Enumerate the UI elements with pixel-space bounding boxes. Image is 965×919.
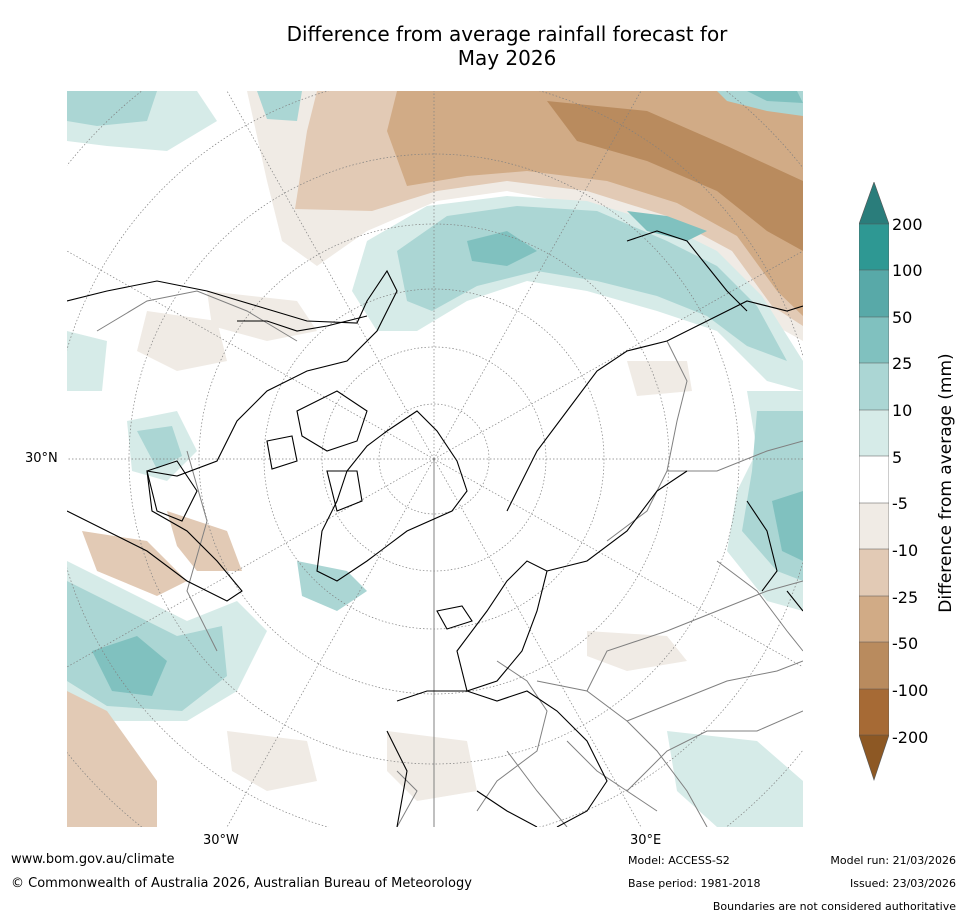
colorbar-tick-neg25: -25 <box>892 588 919 607</box>
anomaly-shading <box>67 91 803 827</box>
colorbar-tick-neg200: -200 <box>892 728 929 747</box>
colorbar-band-5 <box>859 410 889 456</box>
colorbar-tick-25: 25 <box>892 354 913 373</box>
colorbar-band-8 <box>859 549 889 596</box>
colorbar-band-9 <box>859 596 889 642</box>
map-svg <box>67 91 803 827</box>
colorbar-band-6 <box>859 456 889 503</box>
colorbar-tick-neg50: -50 <box>892 634 919 653</box>
website-link[interactable]: www.bom.gov.au/climate <box>11 852 175 867</box>
forecast-map[interactable] <box>67 91 803 827</box>
subtropical-dry <box>67 691 157 827</box>
greenland-wet-patch <box>297 561 367 611</box>
model-run-text: Model run: 21/03/2026 <box>830 854 956 867</box>
colorbar-tick-100: 100 <box>892 261 923 280</box>
country-borders <box>96 290 803 827</box>
colorbar-band-7 <box>859 503 889 549</box>
issued-text: Issued: 23/03/2026 <box>849 877 956 890</box>
base-period-text: Base period: 1981-2018 <box>628 877 761 890</box>
subtropical-dry-faint <box>227 731 317 791</box>
na-dry-patch-1 <box>137 311 227 371</box>
na-dry-patch-3 <box>167 511 242 571</box>
model-text: Model: ACCESS-S2 <box>628 854 730 867</box>
siberia-dry <box>627 361 692 396</box>
pacific-wet-corner-mid <box>747 91 803 103</box>
pacific-dry-med <box>547 101 803 251</box>
colorbar-band-1 <box>859 224 889 270</box>
colorbar-tick-neg5: -5 <box>892 494 908 513</box>
atlantic-nw-wet-light <box>67 91 157 126</box>
colorbar-label: Difference from average (mm) <box>936 353 956 613</box>
south-asia-wet <box>667 731 803 827</box>
disclaimer-text: Boundaries are not considered authoritat… <box>712 900 956 913</box>
north-wet-patch <box>257 91 302 121</box>
mediterranean-dry <box>387 731 477 801</box>
na-wet-patch-3 <box>67 331 107 391</box>
map-title: Difference from average rainfall forecas… <box>0 22 965 70</box>
lon-label-30w: 30°W <box>203 833 239 848</box>
arctic-wet-band-mild <box>627 211 707 241</box>
colorbar-tick-200: 200 <box>892 215 923 234</box>
colorbar-tick-neg10: -10 <box>892 541 919 560</box>
title-line-2: May 2026 <box>457 46 557 70</box>
colorbar-band-10 <box>859 642 889 689</box>
colorbar-band-3 <box>859 317 889 363</box>
colorbar-band-2 <box>859 270 889 317</box>
colorbar-band-4 <box>859 363 889 410</box>
colorbar-top-arrow <box>859 182 889 224</box>
colorbar-band-11 <box>859 689 889 735</box>
copyright-text: © Commonwealth of Australia 2026, Austra… <box>11 876 472 891</box>
title-line-1: Difference from average rainfall forecas… <box>286 22 728 46</box>
lat-label-30n: 30°N <box>25 451 58 466</box>
colorbar-tick-50: 50 <box>892 308 913 327</box>
europe-dry-patch <box>587 631 687 671</box>
colorbar <box>859 182 889 781</box>
asia-wet-area-mild <box>772 491 803 561</box>
colorbar-tick-10: 10 <box>892 401 913 420</box>
na-wet-patch-2 <box>137 426 182 469</box>
colorbar-tick-neg100: -100 <box>892 681 929 700</box>
colorbar-tick-5: 5 <box>892 448 903 467</box>
atlantic-wet-area-mild <box>92 636 167 696</box>
na-dry-patch-2 <box>82 531 187 596</box>
coastlines <box>67 230 803 827</box>
colorbar-bottom-arrow <box>859 735 889 780</box>
lon-label-30e: 30°E <box>630 833 662 848</box>
